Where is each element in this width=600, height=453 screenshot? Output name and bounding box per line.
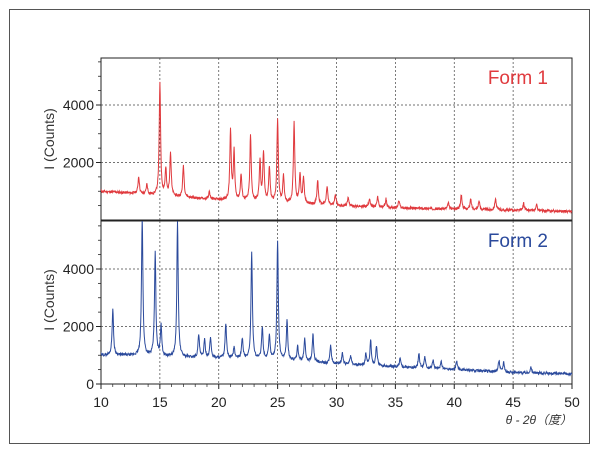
y-ticks-form1: 2000 4000 (63, 61, 101, 207)
x-tick-label: 25 (270, 394, 286, 410)
x-ticks: 10 15 20 25 30 35 40 45 50 (93, 384, 580, 410)
y-tick-label: 2000 (63, 155, 94, 171)
y-axis-label-form2: I (Counts) (41, 269, 57, 330)
y-ticks-form2: 0 2000 4000 (63, 225, 101, 392)
legend-form2: Form 2 (488, 231, 548, 252)
y-tick-label: 0 (86, 376, 94, 392)
gridlines-form2 (101, 221, 572, 384)
series-line-form2 (101, 221, 572, 377)
y-tick-label: 2000 (63, 319, 94, 335)
x-tick-label: 20 (211, 394, 227, 410)
x-tick-label: 10 (93, 394, 109, 410)
x-tick-label: 30 (329, 394, 345, 410)
y-tick-label: 4000 (63, 97, 94, 113)
x-tick-label: 50 (564, 394, 580, 410)
panel-form2: 0 2000 4000 Form 2 I (Counts) 10 15 20 25 30 35… (41, 220, 580, 427)
x-tick-label: 15 (152, 394, 168, 410)
x-axis-label: θ - 2θ（度） (506, 413, 572, 427)
legend-form1: Form 1 (488, 68, 548, 89)
x-tick-label: 45 (505, 394, 521, 410)
y-axis-label-form1: I (Counts) (41, 108, 57, 169)
series-line-form1 (101, 81, 572, 215)
figure-frame (9, 9, 590, 444)
x-tick-label: 35 (388, 394, 404, 410)
panel-form1: 2000 4000 Form 1 I (Counts) (41, 57, 573, 221)
y-tick-label: 4000 (63, 261, 94, 277)
x-tick-label: 40 (446, 394, 462, 410)
